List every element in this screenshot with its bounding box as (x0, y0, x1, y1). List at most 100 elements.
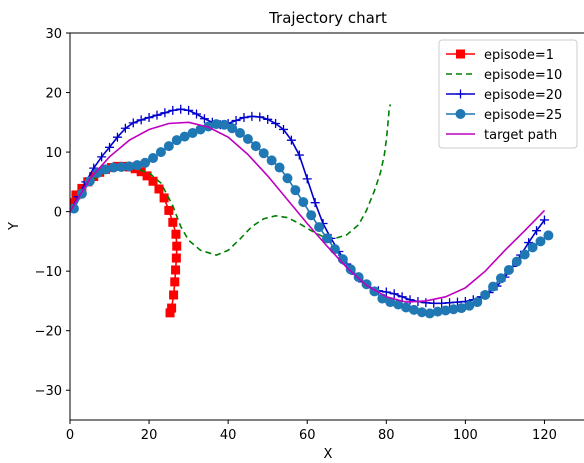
data-point-episode-1 (159, 193, 169, 203)
legend-entry-episode-10: episode=10 (446, 68, 562, 83)
data-point-episode-25 (155, 147, 166, 158)
x-tick-label: 60 (299, 428, 316, 443)
data-point-episode-20 (120, 123, 130, 133)
data-point-episode-20 (263, 114, 273, 124)
data-point-episode-25 (266, 155, 277, 166)
y-tick-label: 30 (45, 27, 62, 42)
data-point-episode-25 (100, 164, 111, 175)
data-point-episode-25 (416, 307, 427, 318)
data-point-episode-1 (171, 229, 181, 239)
data-point-episode-1 (172, 241, 182, 251)
data-point-episode-20 (389, 289, 399, 299)
data-point-episode-25 (298, 197, 309, 208)
legend-label: episode=20 (484, 88, 562, 103)
data-point-episode-20 (421, 298, 431, 308)
plot-area (70, 104, 554, 319)
data-point-episode-20 (397, 292, 407, 302)
x-tick-label: 100 (453, 428, 478, 443)
data-point-episode-25 (211, 119, 222, 130)
data-point-episode-20 (445, 298, 455, 308)
data-point-episode-20 (231, 116, 241, 126)
y-tick-label: −10 (35, 265, 62, 280)
data-point-episode-25 (401, 302, 412, 313)
legend-marker (456, 49, 465, 59)
data-point-episode-20 (192, 109, 202, 119)
legend-entry-target-path: target path (446, 128, 557, 143)
data-point-episode-25 (163, 141, 174, 152)
data-point-episode-1 (168, 217, 178, 227)
data-point-episode-1 (165, 308, 175, 318)
data-point-episode-25 (306, 210, 317, 221)
data-point-episode-20 (176, 104, 186, 114)
data-point-episode-25 (480, 289, 491, 300)
series-episode-10 (70, 104, 392, 256)
data-point-episode-1 (164, 205, 174, 215)
data-point-episode-1 (171, 265, 181, 275)
data-point-episode-20 (105, 142, 115, 152)
data-point-episode-25 (195, 124, 206, 135)
legend-entry-episode-1: episode=1 (446, 48, 554, 63)
data-point-episode-25 (171, 135, 182, 146)
chart-title: Trajectory chart (268, 9, 387, 27)
legend-marker (455, 109, 466, 119)
y-tick-label: −30 (35, 384, 62, 399)
data-point-episode-25 (242, 133, 253, 144)
data-point-episode-1 (70, 198, 76, 208)
data-point-episode-25 (235, 128, 246, 139)
data-point-episode-1 (148, 176, 158, 186)
data-point-episode-20 (199, 114, 209, 124)
data-point-episode-20 (381, 287, 391, 297)
x-tick-label: 120 (532, 428, 557, 443)
data-point-episode-20 (437, 298, 447, 308)
data-point-episode-25 (337, 254, 348, 265)
data-point-episode-25 (472, 297, 483, 308)
data-point-episode-20 (271, 118, 281, 128)
data-point-episode-25 (187, 128, 198, 139)
data-point-episode-20 (405, 295, 415, 305)
series-line-episode-10 (70, 104, 392, 256)
data-point-episode-20 (532, 226, 542, 236)
data-point-episode-25 (108, 162, 119, 173)
data-point-episode-20 (310, 198, 320, 208)
legend-label: episode=1 (484, 48, 554, 63)
data-point-episode-20 (144, 113, 154, 123)
data-point-episode-20 (97, 152, 107, 162)
legend-label: target path (484, 128, 557, 143)
data-point-episode-25 (227, 123, 238, 134)
data-point-episode-25 (495, 273, 506, 284)
legend: episode=1 episode=10 episode=20 episode=25 t… (438, 39, 578, 149)
data-point-episode-20 (429, 298, 439, 308)
y-tick-label: −20 (35, 325, 62, 340)
y-tick-label: 20 (45, 87, 62, 102)
data-point-episode-25 (250, 141, 261, 152)
data-point-episode-25 (282, 173, 293, 184)
data-point-episode-1 (170, 277, 180, 287)
data-point-episode-25 (464, 300, 475, 311)
data-point-episode-20 (302, 174, 312, 184)
data-point-episode-25 (140, 157, 151, 168)
plot-frame (69, 32, 584, 421)
data-point-episode-25 (314, 222, 325, 233)
data-point-episode-1 (167, 303, 177, 313)
legend-label: episode=25 (484, 108, 562, 123)
data-point-episode-1 (142, 171, 152, 181)
data-point-episode-25 (148, 153, 159, 164)
data-point-episode-25 (92, 167, 103, 178)
data-point-episode-25 (274, 162, 285, 173)
data-point-episode-25 (456, 303, 467, 314)
data-point-episode-25 (432, 306, 443, 317)
x-tick-label: 80 (378, 428, 395, 443)
data-point-episode-1 (71, 190, 81, 200)
data-point-episode-25 (132, 160, 143, 171)
data-point-episode-25 (503, 264, 514, 275)
data-point-episode-1 (136, 167, 146, 177)
series-target-path (70, 121, 546, 303)
data-point-episode-25 (258, 148, 269, 159)
data-point-episode-20 (168, 105, 178, 115)
data-point-episode-20 (255, 112, 265, 122)
data-point-episode-25 (219, 119, 230, 130)
x-tick-label: 40 (220, 428, 237, 443)
data-point-episode-25 (393, 299, 404, 310)
legend-entry-episode-20: episode=20 (446, 88, 562, 103)
